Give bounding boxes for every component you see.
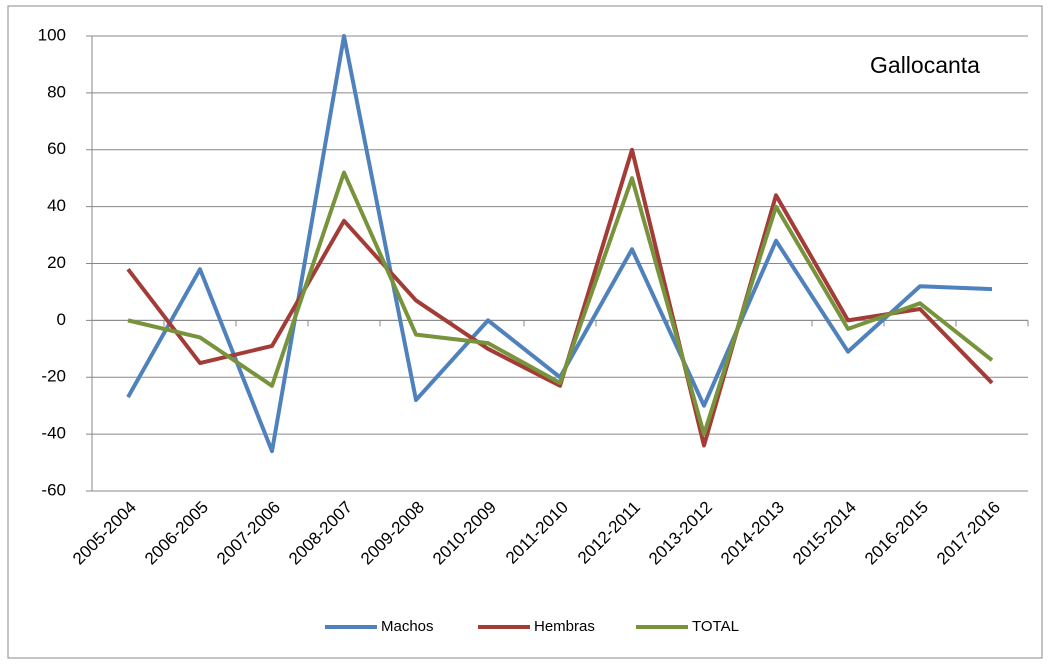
y-tick-label: -40: [41, 424, 66, 443]
legend-label: TOTAL: [692, 618, 739, 635]
y-tick-label: 100: [38, 25, 66, 44]
legend-label: Machos: [381, 618, 434, 635]
series-line: [126, 147, 994, 448]
y-tick-label: -60: [41, 480, 66, 499]
y-tick-label: 60: [47, 139, 66, 158]
chart-title: Gallocanta: [870, 52, 980, 78]
y-tick-label: 0: [57, 310, 66, 329]
y-tick-label: 80: [47, 82, 66, 101]
legend-label: Hembras: [534, 618, 595, 635]
series-line: [127, 170, 994, 437]
y-tick-label: 40: [47, 196, 66, 215]
y-tick-label: 20: [47, 253, 66, 272]
y-tick-label: -20: [41, 367, 66, 386]
